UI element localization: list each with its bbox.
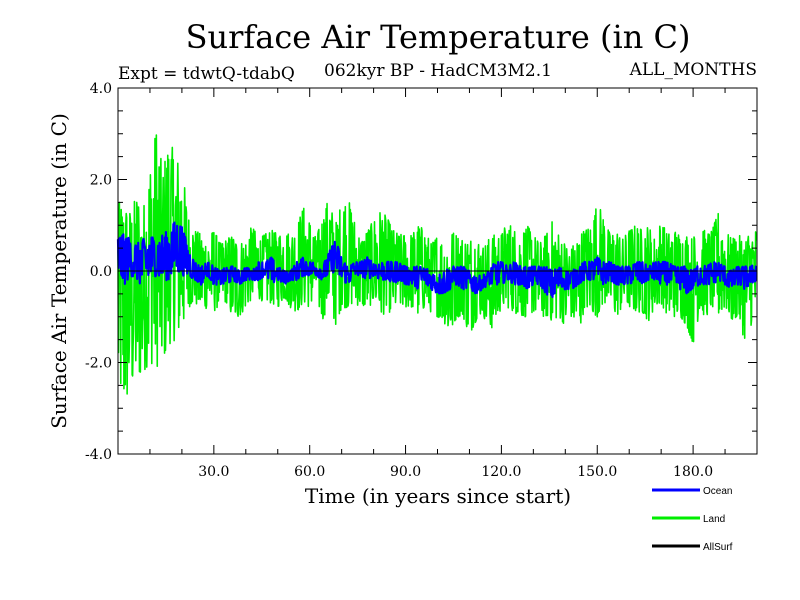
axis-ticks <box>118 87 757 455</box>
y-tick-label: 2.0 <box>90 173 112 189</box>
x-tick-label: 90.0 <box>390 464 421 480</box>
x-tick-label: 180.0 <box>673 464 713 480</box>
x-tick-label: 150.0 <box>577 464 617 480</box>
x-tick-label: 120.0 <box>481 464 521 480</box>
x-tick-label: 30.0 <box>198 464 229 480</box>
y-tick-labels: -4.0 -2.0 0.0 2.0 4.0 <box>85 81 112 463</box>
legend-label-land: Land <box>703 514 725 525</box>
y-axis-label: Surface Air Temperature (in C) <box>47 113 71 429</box>
y-tick-label: -2.0 <box>85 356 112 372</box>
y-tick-label: -4.0 <box>85 447 112 463</box>
plot-series <box>116 134 758 395</box>
y-tick-label: 0.0 <box>90 264 112 280</box>
chart-subtitle-center: 062kyr BP - HadCM3M2.1 <box>324 61 552 81</box>
legend-label-allsurf: AllSurf <box>703 542 733 553</box>
legend: Ocean Land AllSurf <box>652 486 733 553</box>
y-tick-label: 4.0 <box>90 81 112 97</box>
chart-title: Surface Air Temperature (in C) <box>186 18 691 56</box>
series-line-land <box>117 134 758 395</box>
series-line-ocean <box>116 221 758 299</box>
x-axis-label: Time (in years since start) <box>305 484 571 508</box>
chart-subtitle-left: Expt = tdwtQ-tdabQ <box>118 64 295 84</box>
x-tick-labels: 30.0 60.0 90.0 120.0 150.0 180.0 <box>198 464 713 480</box>
chart-subtitle-right: ALL_MONTHS <box>629 60 757 80</box>
legend-label-ocean: Ocean <box>703 486 732 497</box>
x-tick-label: 60.0 <box>294 464 325 480</box>
